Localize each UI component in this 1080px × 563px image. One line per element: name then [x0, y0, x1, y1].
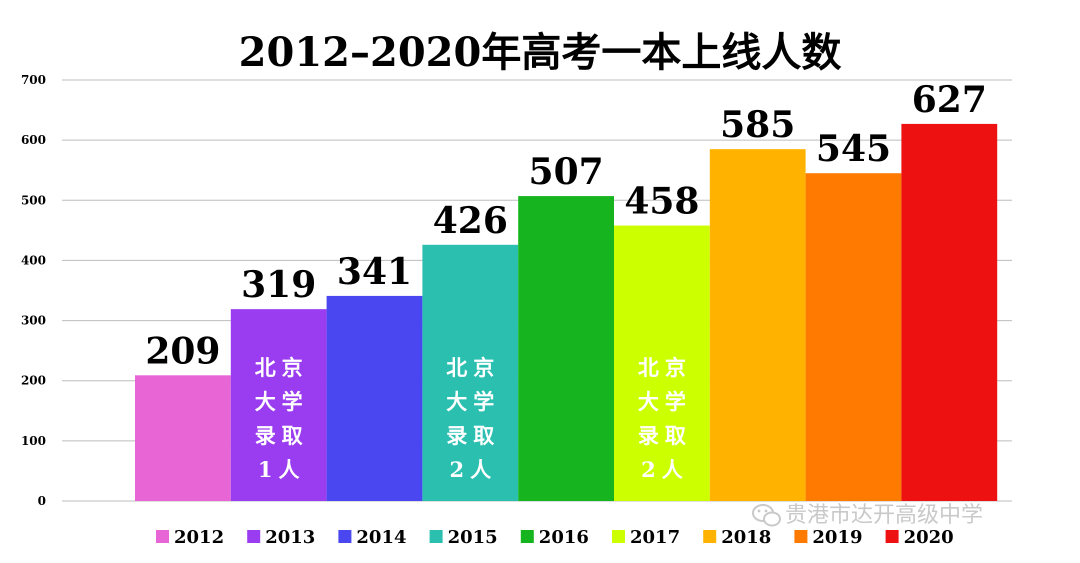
wechat-icon: [752, 504, 781, 527]
chart-title: 2012–2020年高考一本上线人数: [239, 29, 842, 76]
annotation-text: 录取: [255, 423, 309, 448]
bar-2014: [326, 295, 423, 501]
data-label-2018: 585: [720, 104, 795, 146]
bar-2013: [230, 309, 327, 501]
y-tick-label: 600: [21, 133, 46, 147]
annotation-text: 北京: [446, 355, 500, 380]
data-label-2016: 507: [529, 151, 604, 193]
bar-2016: [518, 196, 614, 501]
legend-swatch-2016: [520, 530, 534, 543]
data-label-2013: 319: [241, 264, 316, 306]
y-tick-label: 300: [21, 314, 46, 328]
watermark-text: 贵港市达开高级中学: [785, 503, 983, 528]
legend-swatch-2015: [429, 530, 443, 543]
y-axis-ticks: 0 100 200 300 400 500 600 700: [21, 73, 46, 508]
y-tick-label: 400: [21, 253, 46, 267]
legend-swatch-2018: [703, 530, 717, 543]
legend-label-2013: 2013: [265, 527, 315, 548]
bar-2017: [614, 225, 710, 501]
data-label-2020: 627: [912, 79, 987, 121]
annotation-text: 北京: [255, 355, 309, 380]
annotation-text: 录取: [446, 423, 500, 448]
annotation-text: 2人: [641, 457, 689, 482]
y-tick-label: 700: [21, 73, 46, 87]
legend-swatch-2020: [885, 530, 899, 543]
legend-label-2012: 2012: [174, 527, 224, 548]
legend-label-2015: 2015: [448, 527, 498, 548]
legend-swatch-2014: [338, 530, 352, 543]
annotation-text: 2人: [449, 457, 497, 482]
bar-2012: [135, 375, 231, 501]
legend-label-2019: 2019: [812, 527, 862, 548]
legend: 2012 2013 2014 2015 2016 2017 2018 2019 2020: [156, 527, 954, 548]
bar-2018: [709, 149, 806, 501]
bar-2020: [901, 123, 998, 501]
annotation-text: 北京: [638, 355, 692, 380]
y-tick-label: 100: [21, 434, 46, 448]
legend-swatch-2012: [156, 530, 169, 543]
legend-swatch-2013: [247, 530, 261, 543]
annotation-text: 录取: [638, 423, 692, 448]
data-label-2015: 426: [433, 200, 508, 242]
watermark: 贵港市达开高级中学: [752, 503, 983, 528]
legend-label-2018: 2018: [721, 527, 771, 548]
legend-label-2014: 2014: [356, 527, 406, 548]
data-labels: 209 319 341 426 507 458 585 545 627: [145, 79, 987, 372]
y-tick-label: 500: [21, 193, 46, 207]
annotation-text: 大学: [255, 389, 309, 414]
data-label-2014: 341: [337, 251, 412, 293]
y-tick-label: 0: [38, 494, 46, 508]
annotation-text: 1人: [258, 457, 306, 482]
legend-label-2020: 2020: [904, 527, 954, 548]
bars: [135, 123, 998, 501]
legend-swatch-2017: [612, 530, 625, 543]
legend-label-2016: 2016: [539, 527, 589, 548]
y-tick-label: 200: [21, 374, 46, 388]
data-label-2019: 545: [816, 128, 891, 170]
data-label-2012: 209: [145, 330, 220, 372]
data-label-2017: 458: [624, 181, 699, 223]
bar-2015: [422, 244, 519, 501]
bar-2019: [805, 173, 902, 501]
legend-label-2017: 2017: [630, 527, 680, 548]
legend-swatch-2019: [794, 530, 808, 543]
annotation-text: 大学: [638, 389, 692, 414]
annotation-text: 大学: [446, 389, 500, 414]
